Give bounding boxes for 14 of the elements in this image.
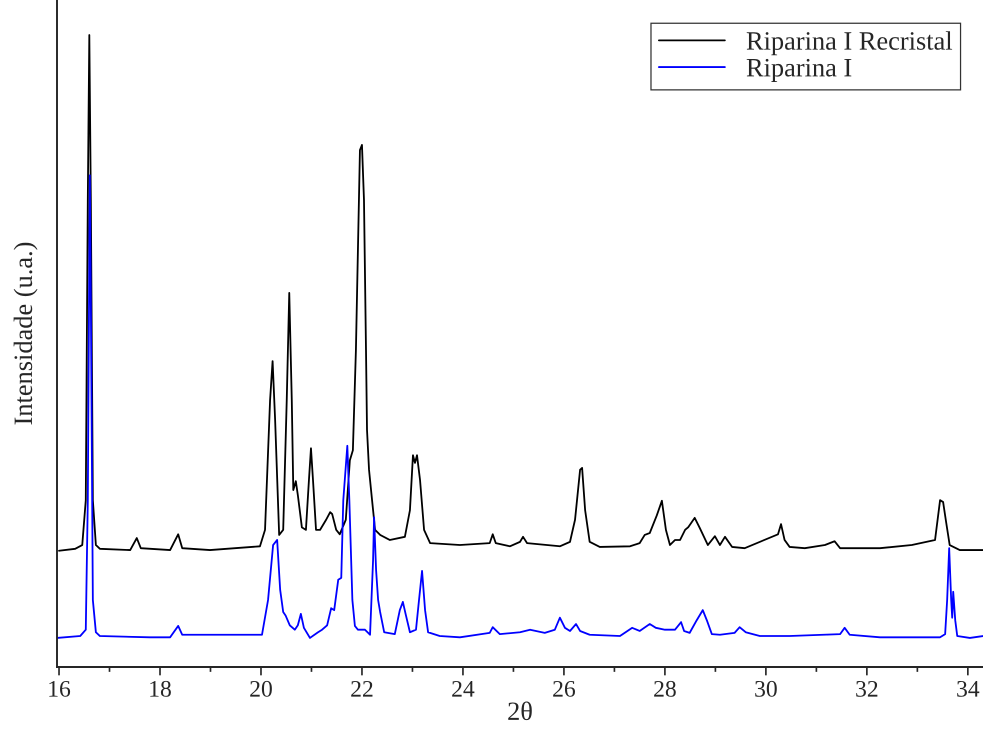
x-axis-title: 2θ bbox=[508, 701, 532, 720]
x-tick-label: 18 bbox=[150, 680, 171, 697]
legend-label: Riparina I Recristal bbox=[746, 31, 952, 56]
x-tick-label: 34 bbox=[957, 680, 980, 697]
x-tick-label: 30 bbox=[755, 680, 777, 697]
x-tick-label: 28 bbox=[654, 680, 676, 697]
x-tick-label: 22 bbox=[351, 680, 372, 697]
x-tick-label: 26 bbox=[553, 680, 576, 697]
x-tick-label: 32 bbox=[856, 680, 878, 697]
y-axis-title: Intensidade (u.a.) bbox=[14, 242, 38, 425]
legend-label: Riparina I bbox=[746, 58, 852, 82]
x-tick-label: 24 bbox=[452, 680, 474, 697]
x-tick-label: 16 bbox=[49, 680, 70, 697]
x-tick-label: 20 bbox=[250, 680, 272, 697]
